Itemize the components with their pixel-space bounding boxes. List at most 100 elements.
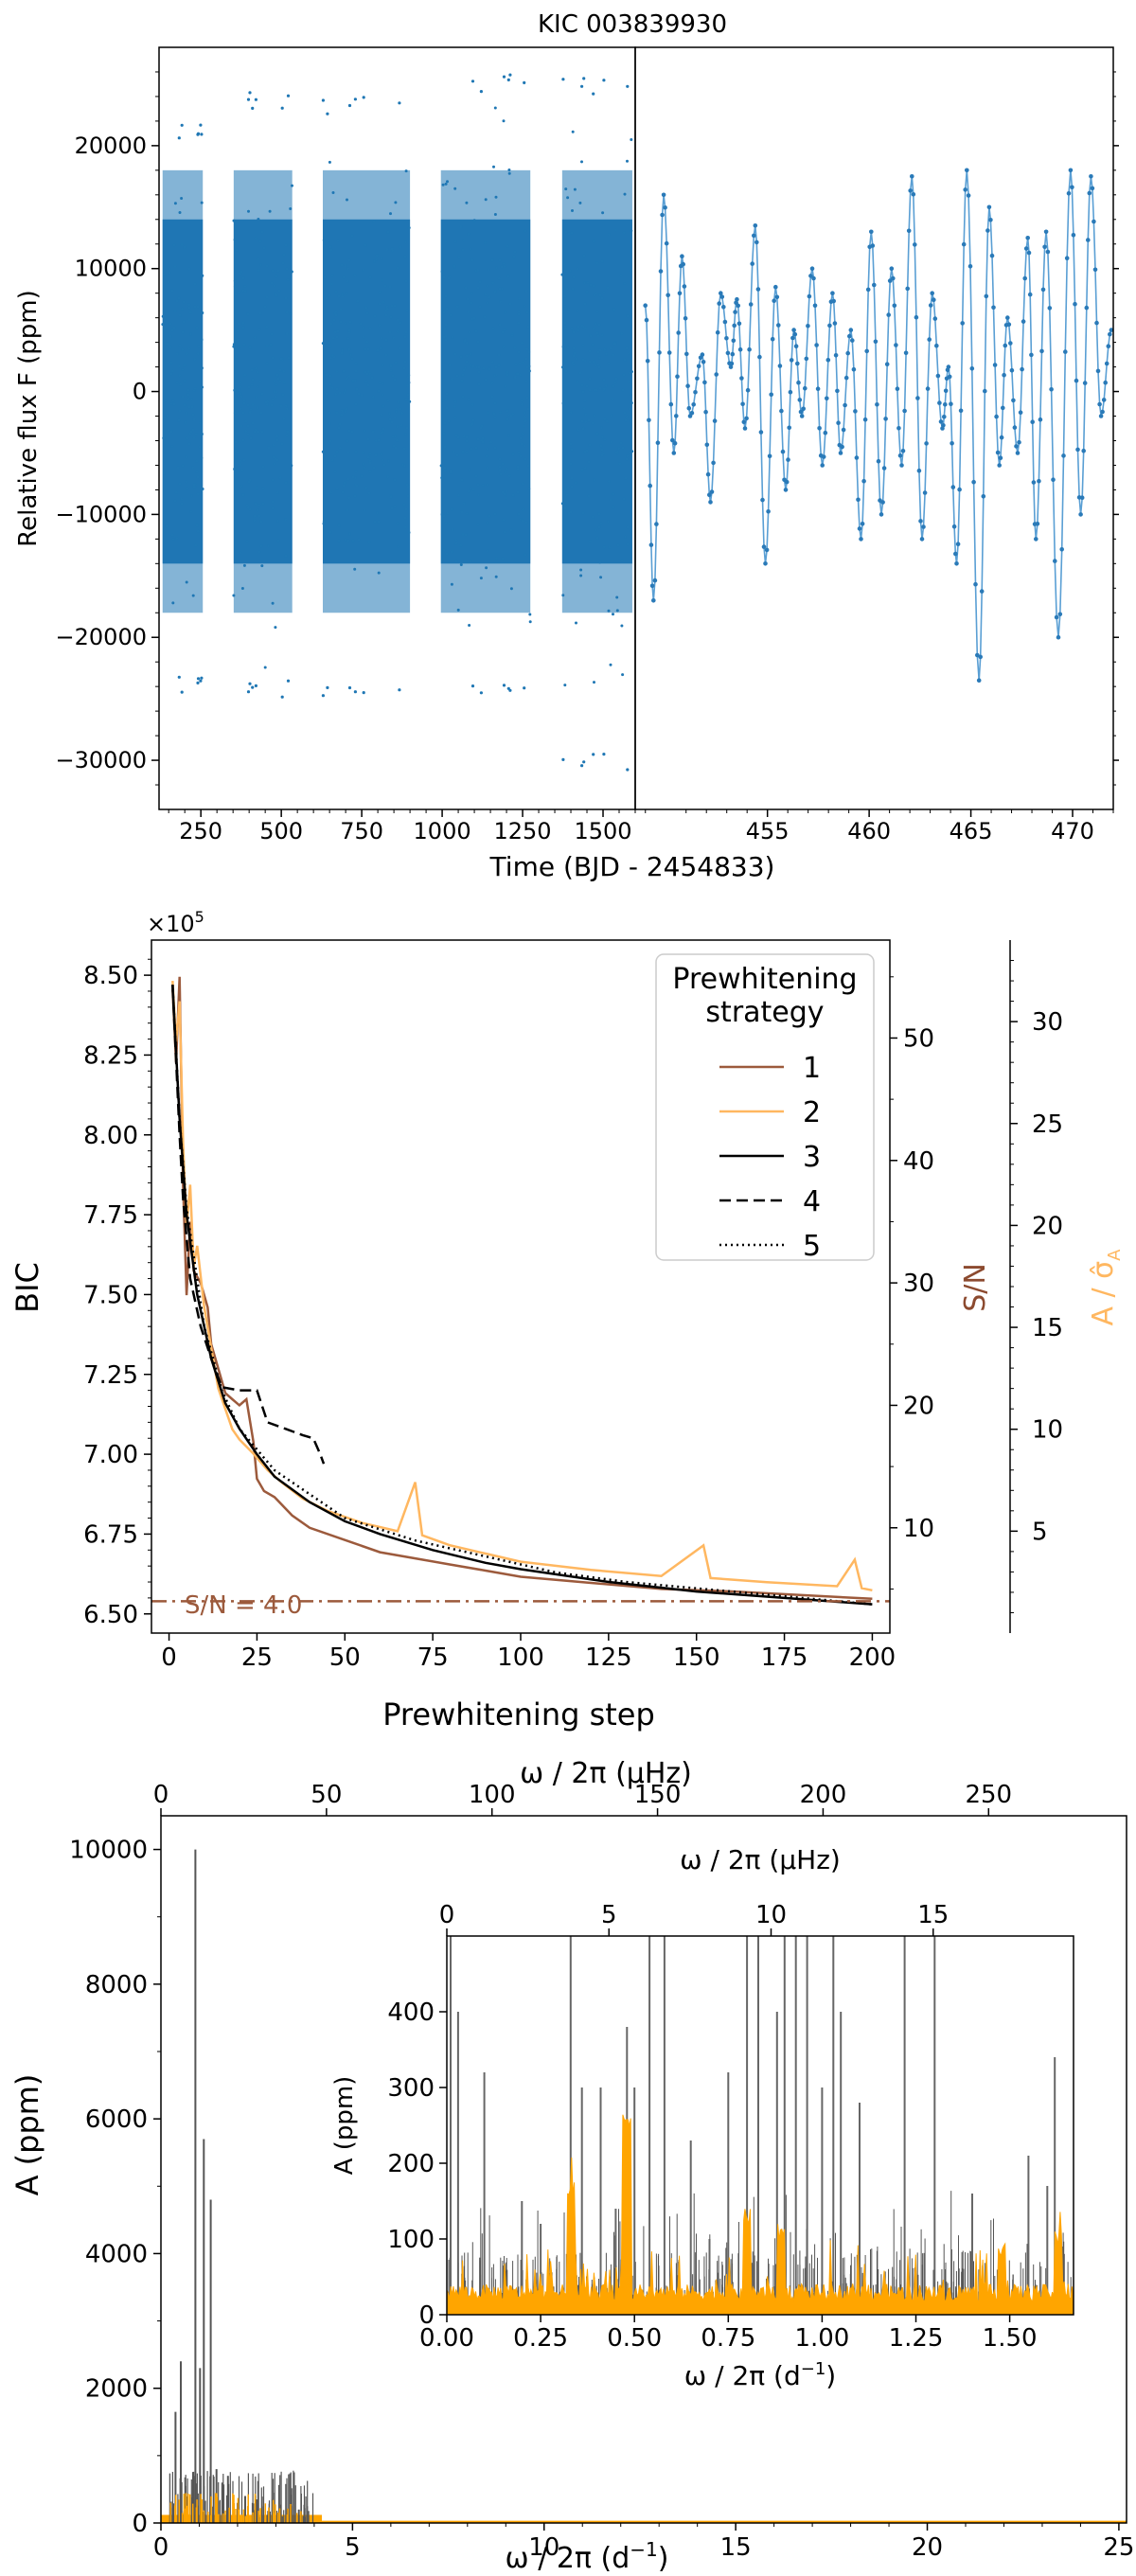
lc-point: [372, 466, 376, 470]
lc-zoom-point: [869, 229, 874, 235]
lc-zoom-point: [891, 275, 896, 281]
lc-point: [612, 353, 615, 357]
bic-ytick-label: 8.50: [83, 962, 138, 990]
inset-frame: [446, 1935, 1074, 2316]
sn-threshold-label: S/N = 4.0: [185, 1591, 302, 1620]
lc-point: [595, 432, 599, 435]
lc-point: [327, 535, 330, 539]
lc-point: [261, 487, 265, 490]
lc-zoom-point: [1070, 185, 1074, 190]
lc-point: [566, 346, 570, 349]
lc-point: [346, 267, 350, 271]
lc-point: [260, 392, 264, 396]
lc-point: [478, 280, 482, 284]
lc-zoom-point: [995, 450, 1001, 455]
lc-point: [502, 346, 506, 349]
lc-point: [161, 314, 165, 318]
lc-zoom-point: [644, 317, 649, 323]
lc-point: [595, 331, 599, 335]
periodogram-data: [161, 1849, 1127, 2523]
lc-point: [350, 234, 354, 238]
lc-point: [580, 419, 584, 423]
lc-point: [620, 624, 624, 628]
pg-top-tick-label: 200: [800, 1781, 847, 1809]
lc-point: [494, 575, 498, 578]
lc-point: [462, 239, 466, 242]
lc-point: [321, 342, 325, 346]
lc-point: [476, 286, 480, 290]
lc-point: [181, 395, 185, 399]
lc-zoom-point: [815, 386, 821, 392]
lc-point: [244, 429, 248, 433]
lc-point: [239, 392, 242, 396]
lc-point: [581, 344, 585, 347]
lc-point: [380, 413, 383, 417]
lc-point: [362, 691, 365, 695]
lc-zoom-point: [1011, 398, 1016, 403]
lc-zoom-point: [1047, 306, 1053, 311]
lc-zoom-point: [666, 293, 670, 298]
lc-point: [282, 417, 286, 420]
lc-point: [603, 417, 607, 421]
lc-point: [470, 447, 473, 451]
lc-zoom-point: [930, 291, 934, 296]
lc-point: [461, 450, 465, 453]
lc-zoom-point: [671, 451, 677, 455]
bic-lines: [171, 976, 873, 1606]
lc-point: [339, 320, 343, 324]
lc-point: [485, 566, 488, 570]
lc-point: [343, 481, 346, 485]
lc-point: [561, 401, 565, 405]
lc-point: [273, 380, 276, 382]
lc-point: [621, 388, 625, 392]
bic-xlabel: Prewhitening step: [382, 1697, 655, 1732]
lc-point: [338, 422, 342, 426]
lc-point: [182, 320, 186, 324]
lc-point: [378, 381, 382, 384]
lc-point: [629, 529, 632, 533]
lc-zoom-point: [843, 402, 847, 408]
lc-point: [391, 374, 395, 378]
lc-zoom-point: [729, 361, 735, 366]
lc-point: [344, 538, 347, 542]
lc-point: [166, 414, 169, 417]
lc-point: [528, 620, 532, 624]
lc-point: [465, 512, 469, 515]
lc-point: [502, 518, 506, 522]
lc-zoom-point: [1003, 343, 1008, 348]
lc-point: [502, 262, 506, 265]
lc-point: [286, 278, 290, 281]
lc-point: [399, 407, 402, 411]
lc-zoom-point: [730, 351, 736, 357]
lc-point: [280, 695, 284, 699]
lc-point: [520, 442, 524, 446]
lc-zoom-point: [913, 242, 917, 247]
lc-point: [488, 295, 491, 299]
lc-point: [200, 338, 204, 342]
lc-point: [277, 289, 281, 293]
lc-zoom-point: [1061, 453, 1066, 458]
lc-point: [382, 404, 385, 408]
lc-point: [175, 537, 179, 540]
lc-point: [232, 219, 236, 222]
lc-point: [584, 413, 588, 417]
lc-point: [237, 394, 240, 398]
lc-point: [347, 347, 351, 351]
lc-point: [404, 279, 408, 283]
inset-clipped: [447, 1936, 1074, 2315]
lc-point: [185, 411, 188, 415]
lc-point: [241, 411, 245, 415]
lc-point: [233, 388, 237, 392]
inset-xtick-label: 1.50: [983, 2324, 1038, 2353]
lc-point: [599, 576, 603, 579]
lc-zoom-point: [647, 417, 651, 423]
lc-zoom-point: [951, 524, 957, 529]
lc-point: [241, 493, 245, 497]
lc-point: [399, 423, 403, 427]
lc-point: [498, 469, 502, 471]
lc-point: [484, 241, 487, 244]
lc-point: [344, 410, 347, 414]
lc-point: [597, 365, 601, 369]
lc-point: [239, 485, 242, 489]
lc-point: [279, 404, 283, 408]
